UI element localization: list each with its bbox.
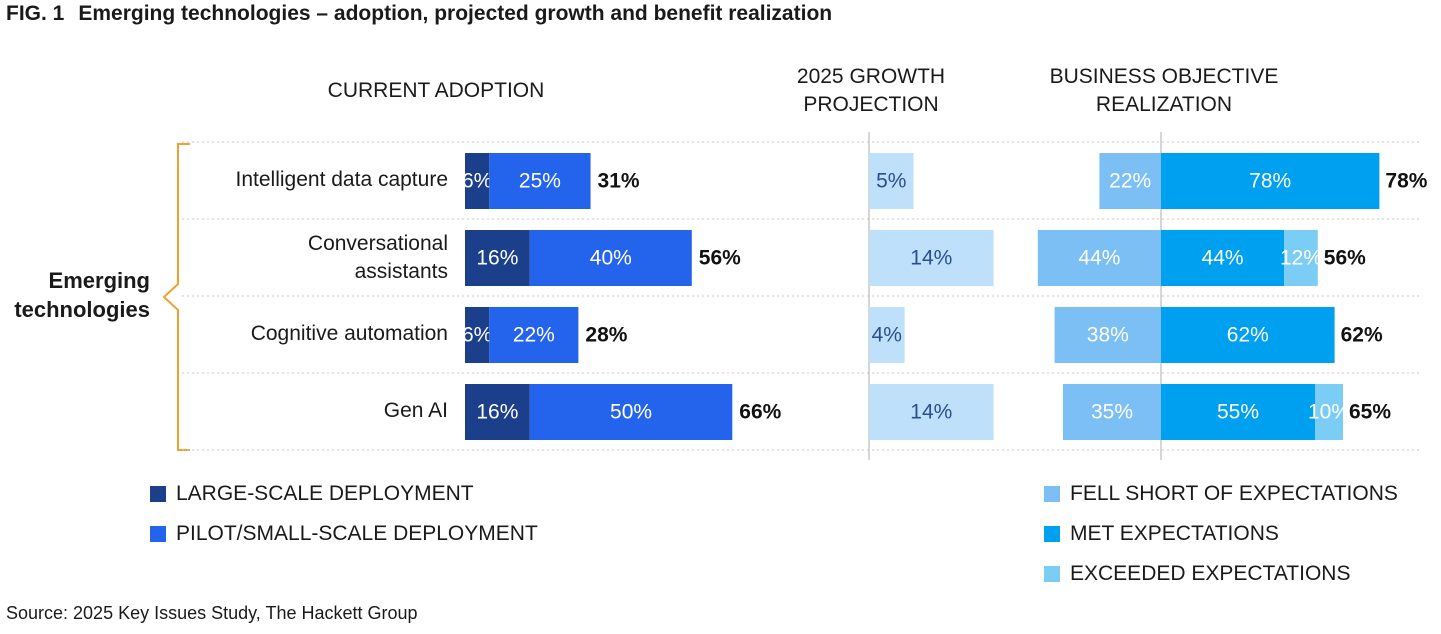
legend-swatch-large-scale [150, 486, 166, 502]
legend-swatch-fell-short [1044, 486, 1060, 502]
group-label: Emerging technologies [14, 268, 150, 322]
fell-short-label: 44% [1078, 247, 1120, 270]
exceeded-label: 12% [1280, 247, 1322, 270]
growth-bar [869, 230, 994, 286]
fell-short-bar [1054, 307, 1161, 363]
adoption-large-scale-bar [465, 153, 490, 209]
fell-short-label: 35% [1091, 401, 1133, 424]
met-bar [1161, 307, 1335, 363]
row-labels: Intelligent data capture Conversational … [148, 0, 448, 634]
met-label: 44% [1202, 247, 1244, 270]
growth-label: 4% [872, 324, 902, 347]
fell-short-bar [1099, 153, 1161, 209]
fell-short-label: 38% [1087, 324, 1129, 347]
adoption-large-scale-label: 16% [476, 401, 518, 424]
bars-layer: 6% 25% 31% 5% 22% 78% 78% 16% 40% 56% 14% 44% 44% 12%… [462, 153, 1428, 440]
adoption-large-scale-label: 6% [462, 324, 492, 347]
growth-label: 14% [910, 401, 952, 424]
row-label-cognitive-automation: Cognitive automation [250, 322, 448, 345]
figure-title-text: Emerging technologies – adoption, projec… [78, 2, 833, 25]
realization-total-label: 65% [1349, 401, 1391, 424]
adoption-large-scale-bar [465, 384, 530, 440]
growth-bar [869, 384, 994, 440]
legend-label-exceeded: EXCEEDED EXPECTATIONS [1070, 562, 1351, 585]
row-label-conversational-assistants: Conversational assistants [307, 232, 448, 283]
fell-short-label: 22% [1109, 170, 1151, 193]
met-bar [1161, 153, 1380, 209]
growth-bar [869, 153, 914, 209]
legend-swatch-pilot [150, 526, 166, 542]
adoption-total-label: 56% [699, 247, 741, 270]
heading-growth-projection: 2025 GROWTH PROJECTION [796, 65, 946, 116]
adoption-pilot-bar [529, 384, 733, 440]
figure-title: FIG. 1 Emerging technologies – adoption, … [6, 2, 832, 26]
heading-current-adoption: CURRENT ADOPTION [327, 79, 545, 102]
legend-swatch-exceeded [1044, 566, 1060, 582]
adoption-pilot-bar [529, 230, 692, 286]
adoption-total-label: 31% [598, 170, 640, 193]
realization-total-label: 62% [1341, 324, 1383, 347]
legend-label-met: MET EXPECTATIONS [1070, 522, 1279, 545]
fell-short-bar [1063, 384, 1161, 440]
met-bar [1161, 230, 1285, 286]
exceeded-bar [1315, 384, 1343, 440]
realization-total-label: 56% [1324, 247, 1366, 270]
adoption-large-scale-bar [465, 307, 490, 363]
growth-bar [869, 307, 905, 363]
adoption-total-label: 66% [739, 401, 781, 424]
growth-label: 5% [876, 170, 906, 193]
group-bracket [162, 143, 190, 451]
adoption-total-label: 28% [585, 324, 627, 347]
fell-short-bar [1037, 230, 1161, 286]
exceeded-bar [1284, 230, 1318, 286]
legend-label-large-scale: LARGE-SCALE DEPLOYMENT [176, 482, 474, 505]
met-label: 62% [1227, 324, 1269, 347]
adoption-pilot-label: 22% [513, 324, 555, 347]
adoption-pilot-label: 40% [590, 247, 632, 270]
legend-label-pilot: PILOT/SMALL-SCALE DEPLOYMENT [176, 522, 538, 545]
source-note: Source: 2025 Key Issues Study, The Hacke… [6, 603, 418, 623]
adoption-large-scale-label: 16% [476, 247, 518, 270]
legend-swatch-met [1044, 526, 1060, 542]
growth-label: 14% [910, 247, 952, 270]
heading-objective-realization: BUSINESS OBJECTIVE REALIZATION [1049, 65, 1279, 116]
met-bar [1161, 384, 1315, 440]
adoption-large-scale-label: 6% [462, 170, 492, 193]
adoption-pilot-label: 25% [519, 170, 561, 193]
row-label-gen-ai: Gen AI [383, 399, 448, 422]
exceeded-label: 10% [1308, 401, 1350, 424]
met-label: 55% [1217, 401, 1259, 424]
adoption-large-scale-bar [465, 230, 530, 286]
adoption-pilot-bar [489, 307, 579, 363]
figure-number: FIG. 1 [6, 2, 65, 25]
row-label-intelligent-data-capture: Intelligent data capture [235, 168, 448, 191]
legend-label-fell-short: FELL SHORT OF EXPECTATIONS [1070, 482, 1398, 505]
met-label: 78% [1249, 170, 1291, 193]
realization-total-label: 78% [1385, 170, 1427, 193]
adoption-pilot-bar [489, 153, 591, 209]
adoption-pilot-label: 50% [610, 401, 652, 424]
